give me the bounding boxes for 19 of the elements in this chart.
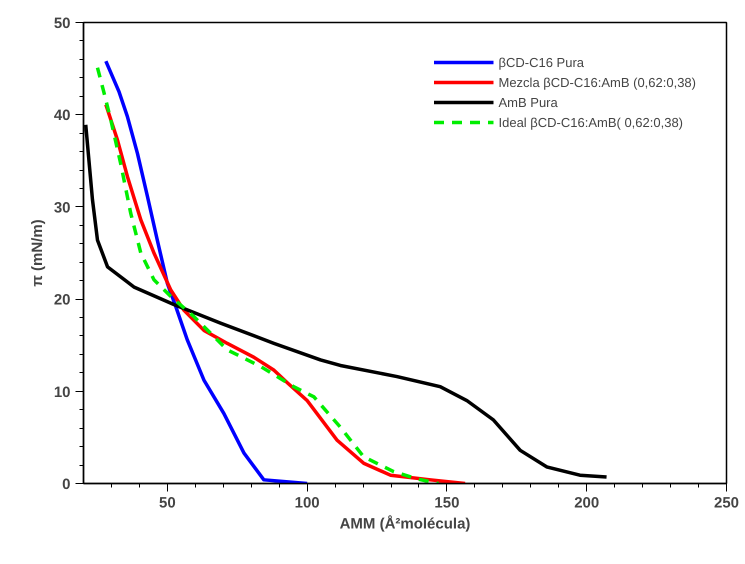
y-tick-label: 40 bbox=[54, 107, 71, 124]
x-tick-label: 150 bbox=[434, 494, 460, 512]
x-tick-label: 100 bbox=[294, 494, 320, 512]
y-tick-label: 50 bbox=[54, 15, 71, 32]
legend-label: Mezcla βCD-C16:AmB (0,62:0,38) bbox=[498, 74, 696, 90]
legend-label: Ideal βCD-C16:AmB( 0,62:0,38) bbox=[498, 114, 684, 130]
legend-label: AmB Pura bbox=[498, 94, 558, 110]
x-tick-label: 50 bbox=[159, 494, 176, 512]
y-axis-title: π (mN/m) bbox=[28, 219, 46, 287]
y-tick-label: 20 bbox=[54, 292, 71, 309]
line-series bbox=[96, 66, 440, 484]
line-series bbox=[104, 59, 309, 484]
x-tick-label: 250 bbox=[714, 494, 740, 512]
legend-label: βCD-C16 Pura bbox=[498, 54, 584, 70]
y-tick-label: 0 bbox=[62, 476, 70, 493]
x-axis-title: AMM (Å²molécula) bbox=[340, 514, 470, 532]
y-tick-label: 30 bbox=[54, 199, 71, 216]
y-tick-label: 10 bbox=[54, 384, 71, 401]
x-tick-label: 200 bbox=[574, 494, 600, 512]
